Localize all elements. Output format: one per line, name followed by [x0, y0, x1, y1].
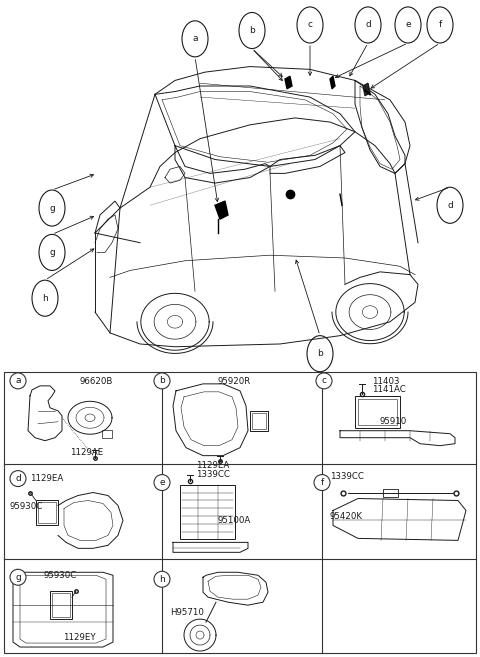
Text: 95420K: 95420K [330, 512, 363, 521]
Text: d: d [365, 20, 371, 30]
Bar [102, 430, 112, 438]
Text: 95930C: 95930C [43, 571, 76, 579]
Bar [358, 399, 397, 424]
Text: 11403: 11403 [372, 377, 399, 386]
Text: g: g [15, 573, 21, 581]
Text: h: h [159, 575, 165, 584]
Text: b: b [159, 376, 165, 386]
Text: f: f [320, 478, 324, 487]
Text: f: f [438, 20, 442, 30]
Text: 95930C: 95930C [10, 502, 43, 511]
Text: 1129EA: 1129EA [30, 474, 63, 483]
Text: c: c [308, 20, 312, 30]
Bar [50, 591, 72, 619]
Bar [383, 489, 398, 497]
Text: d: d [447, 201, 453, 210]
Text: 1129EY: 1129EY [63, 633, 96, 642]
Text: 1339CC: 1339CC [196, 470, 230, 479]
Circle shape [10, 470, 26, 487]
Text: 1141AC: 1141AC [372, 386, 406, 394]
Text: d: d [15, 474, 21, 483]
Bar [180, 485, 235, 539]
Text: 1339CC: 1339CC [330, 472, 364, 481]
Polygon shape [330, 76, 335, 89]
Text: 1129AE: 1129AE [70, 448, 103, 457]
Text: e: e [159, 478, 165, 487]
Text: 95100A: 95100A [218, 516, 251, 525]
Text: a: a [192, 34, 198, 43]
Text: 96620B: 96620B [80, 377, 113, 386]
Text: H95710: H95710 [170, 608, 204, 617]
Bar [252, 413, 266, 429]
Circle shape [154, 474, 170, 491]
Polygon shape [215, 201, 228, 219]
Circle shape [10, 569, 26, 585]
Text: b: b [249, 26, 255, 35]
Bar [52, 593, 70, 617]
Text: h: h [42, 294, 48, 303]
Text: c: c [322, 376, 326, 386]
Text: a: a [15, 376, 21, 386]
Circle shape [316, 373, 332, 389]
Text: e: e [405, 20, 411, 30]
Circle shape [154, 373, 170, 389]
Bar [355, 396, 400, 428]
Text: 95910: 95910 [380, 417, 407, 426]
Polygon shape [363, 83, 370, 96]
Bar [36, 501, 58, 526]
Text: 95920R: 95920R [218, 377, 251, 386]
Polygon shape [285, 76, 292, 89]
Circle shape [314, 474, 330, 491]
Text: b: b [317, 349, 323, 358]
Bar [38, 503, 56, 524]
Text: g: g [49, 248, 55, 257]
Circle shape [10, 373, 26, 389]
Bar [250, 411, 268, 431]
Circle shape [154, 572, 170, 587]
Text: 1129EA: 1129EA [196, 461, 229, 470]
Text: g: g [49, 204, 55, 213]
